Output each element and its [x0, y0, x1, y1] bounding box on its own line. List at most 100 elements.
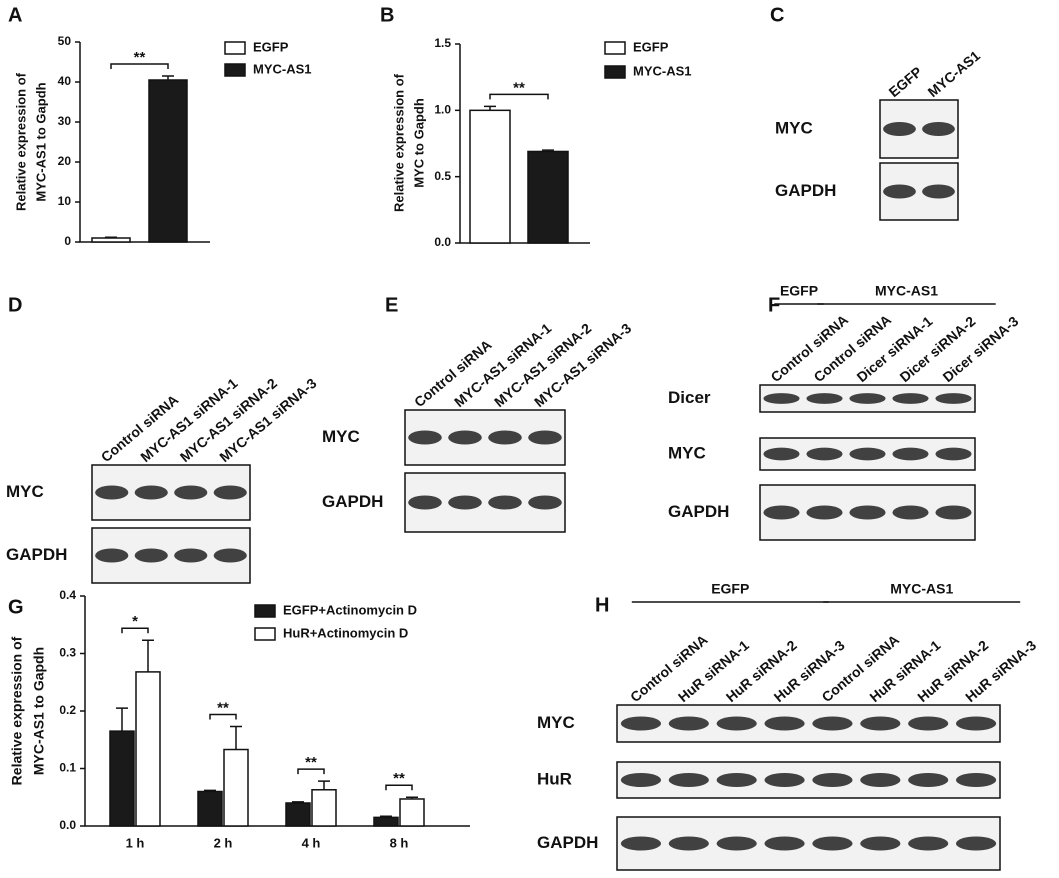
band [812, 773, 853, 787]
bar [148, 79, 188, 243]
band [764, 836, 805, 851]
error-bar [204, 789, 216, 792]
band [213, 548, 247, 563]
legend-label: EGFP [253, 39, 289, 54]
band [955, 773, 997, 787]
band [174, 485, 208, 500]
y-tick-label: 1.0 [434, 103, 451, 117]
band [892, 505, 929, 520]
row-label: Dicer [668, 388, 711, 407]
band [95, 548, 129, 563]
error-bar [105, 236, 117, 238]
error-bar [230, 725, 242, 750]
band [812, 836, 853, 851]
legend-swatch [224, 41, 246, 55]
y-tick-label: 0.0 [59, 818, 76, 832]
bar [109, 730, 135, 827]
band [908, 836, 949, 851]
band [763, 393, 800, 404]
error-bar [542, 149, 554, 152]
band [620, 716, 662, 731]
band [908, 716, 949, 731]
band [668, 716, 709, 731]
band [935, 447, 972, 461]
band [763, 447, 800, 461]
bar [223, 748, 249, 827]
band [883, 122, 916, 136]
row-label: GAPDH [537, 833, 598, 852]
y-tick-label: 20 [58, 154, 72, 168]
band [408, 495, 442, 510]
error-bar [162, 75, 174, 80]
legend-label: MYC-AS1 [633, 63, 692, 78]
significance-label: ** [217, 699, 229, 716]
panel-letter: F [768, 294, 780, 316]
band [764, 773, 805, 787]
group-label: EGFP [780, 283, 818, 299]
band [528, 430, 562, 445]
band [812, 716, 853, 731]
axes [79, 42, 210, 243]
y-tick-label: 0.3 [59, 646, 76, 660]
band [935, 505, 972, 520]
row-label: GAPDH [322, 492, 383, 511]
bar [311, 789, 337, 827]
bar [469, 109, 511, 244]
band [955, 836, 997, 851]
error-bar [380, 815, 392, 818]
legend-swatch [254, 627, 276, 641]
band [95, 485, 129, 500]
significance-label: ** [393, 770, 405, 787]
band [620, 773, 662, 787]
x-tick-label: 1 h [126, 835, 145, 850]
y-tick-label: 30 [58, 114, 72, 128]
legend-swatch [604, 65, 626, 79]
legend-label: MYC-AS1 [253, 61, 312, 76]
y-axis-label: MYC to Gapdh [411, 98, 426, 188]
x-tick-label: 2 h [214, 835, 233, 850]
row-label: HuR [537, 769, 572, 788]
band [908, 773, 949, 787]
lane-label: Dicer siRNA-1 [854, 313, 936, 385]
band [764, 716, 805, 731]
band [213, 485, 247, 500]
error-bar [292, 801, 304, 803]
error-bar [142, 639, 154, 672]
band [763, 505, 800, 520]
significance-bracket [489, 93, 549, 100]
panel-letter: H [595, 594, 609, 616]
legend-label: EGFP [633, 39, 669, 54]
band [849, 505, 886, 520]
band [922, 184, 955, 199]
y-tick-label: 0.2 [59, 703, 76, 717]
y-tick-label: 0.1 [59, 761, 76, 775]
x-tick-label: 4 h [302, 835, 321, 850]
bar [91, 237, 131, 243]
band [716, 773, 757, 787]
band [806, 447, 843, 461]
bar [135, 671, 161, 827]
y-axis-label: Relative expression of [9, 636, 25, 785]
band [860, 716, 901, 731]
band [134, 548, 168, 563]
legend-label: HuR+Actinomycin D [283, 625, 408, 640]
bar [197, 790, 223, 827]
group-label: MYC-AS1 [890, 581, 953, 597]
row-label: GAPDH [668, 502, 729, 521]
band [860, 773, 901, 787]
panel-letter: D [8, 294, 22, 316]
band [806, 505, 843, 520]
y-tick-label: 0.5 [434, 169, 451, 183]
lane-label: MYC-AS1 [925, 47, 984, 100]
error-bar [116, 707, 128, 732]
error-bar [484, 105, 496, 111]
band [849, 393, 886, 404]
significance-bracket [297, 768, 325, 775]
row-label: MYC [537, 713, 575, 732]
legend-swatch [224, 63, 246, 77]
significance-bracket [121, 627, 149, 634]
band [883, 184, 916, 199]
y-tick-label: 10 [58, 194, 72, 208]
y-tick-label: 0.4 [59, 588, 76, 602]
